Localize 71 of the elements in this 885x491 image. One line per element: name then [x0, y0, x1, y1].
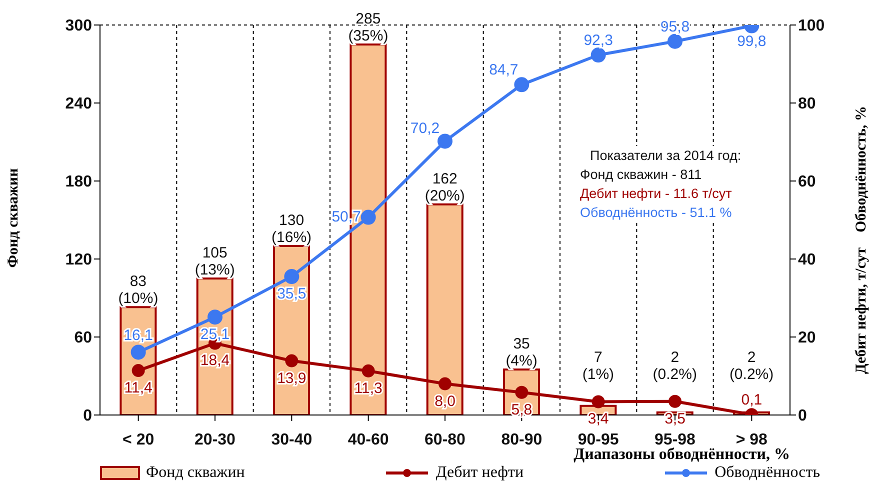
point [360, 210, 376, 225]
point [668, 394, 682, 408]
data-label: 35,5 [277, 286, 306, 303]
point [514, 77, 530, 92]
data-label: 83 (10%) [118, 273, 158, 308]
point [362, 364, 375, 378]
y2-tick-label: 60 [798, 174, 816, 191]
point [132, 364, 145, 378]
data-label: 2 (0.2%) [652, 349, 697, 383]
legend-label: Дебит нефти [436, 464, 524, 482]
point [668, 34, 682, 49]
data-label: 130 (16%) [272, 212, 312, 246]
y-tick-label: 300 [65, 18, 92, 35]
data-label: 95,8 [660, 18, 690, 36]
data-label: 7 (1%) [582, 349, 614, 383]
x-axis-title: Диапазоны обводнённости, % [574, 446, 790, 464]
data-label: 92,3 [584, 32, 613, 50]
y-tick-label: 180 [65, 174, 92, 191]
x-tick-label: 20-30 [194, 431, 236, 448]
y2-axis-title: Дебит нефти, т/сут Обводнённость, % [854, 106, 870, 374]
data-label: 18,4 [200, 352, 230, 370]
y-tick-label: 240 [65, 96, 92, 113]
data-label: 5,8 [511, 401, 532, 418]
data-label: 11,4 [124, 380, 152, 397]
x-tick-label: > 98 [736, 431, 768, 448]
annotation: Обводнённость - 51.1 % [580, 204, 733, 222]
y2-tick-label: 40 [798, 252, 816, 269]
data-label: 13,9 [277, 370, 306, 387]
x-tick-label: 30-40 [271, 431, 312, 448]
data-label: 11,3 [354, 380, 382, 397]
x-tick-label: < 20 [122, 431, 154, 448]
point [592, 395, 605, 408]
data-label: 84,7 [489, 62, 518, 79]
point [438, 134, 452, 149]
data-label: 25,1 [200, 326, 230, 344]
point [590, 48, 606, 63]
data-label: 285 (35%) [348, 10, 388, 44]
annotation: Фонд скважин - 811 [580, 166, 703, 184]
data-label: 8,0 [434, 392, 456, 410]
x-tick-label: 95-98 [654, 431, 696, 448]
y2-tick-label: 20 [798, 330, 816, 347]
x-tick-label: 90-95 [578, 431, 619, 448]
point [285, 354, 298, 368]
y2-tick-label: 80 [798, 96, 816, 113]
annotation: Дебит нефти - 11.6 т/сут [580, 185, 733, 203]
data-label: 162 (20%) [424, 170, 465, 204]
data-label: 2 (0.2%) [729, 349, 774, 383]
legend-label: Обводнённость [714, 464, 820, 482]
x-tick-label: 60-80 [424, 431, 466, 448]
point [208, 310, 222, 325]
data-label: 70,2 [410, 120, 440, 138]
y2-tick-label: 100 [798, 18, 825, 35]
x-tick-label: 40-60 [348, 431, 389, 448]
annotation: Показатели за 2014 год: [589, 147, 742, 165]
data-label: 3,5 [664, 410, 686, 428]
y-tick-label: 120 [65, 252, 92, 269]
y2-tick-label: 0 [798, 408, 807, 425]
legend-label: Фонд скважин [146, 464, 245, 482]
data-label: 105 (13%) [194, 244, 235, 278]
y-tick-label: 60 [74, 330, 92, 347]
data-label: 0,1 [741, 392, 762, 409]
data-label: 35 (4%) [506, 336, 538, 370]
y-axis-title: Фонд скважин [6, 168, 22, 268]
point [438, 377, 452, 390]
data-label: 3,4 [588, 410, 609, 428]
data-label: 99,8 [737, 32, 766, 50]
data-label: 16,1 [124, 327, 153, 344]
x-tick-label: 80-90 [501, 431, 542, 448]
point [130, 344, 146, 360]
point [284, 269, 300, 284]
y-tick-label: 0 [83, 408, 92, 425]
